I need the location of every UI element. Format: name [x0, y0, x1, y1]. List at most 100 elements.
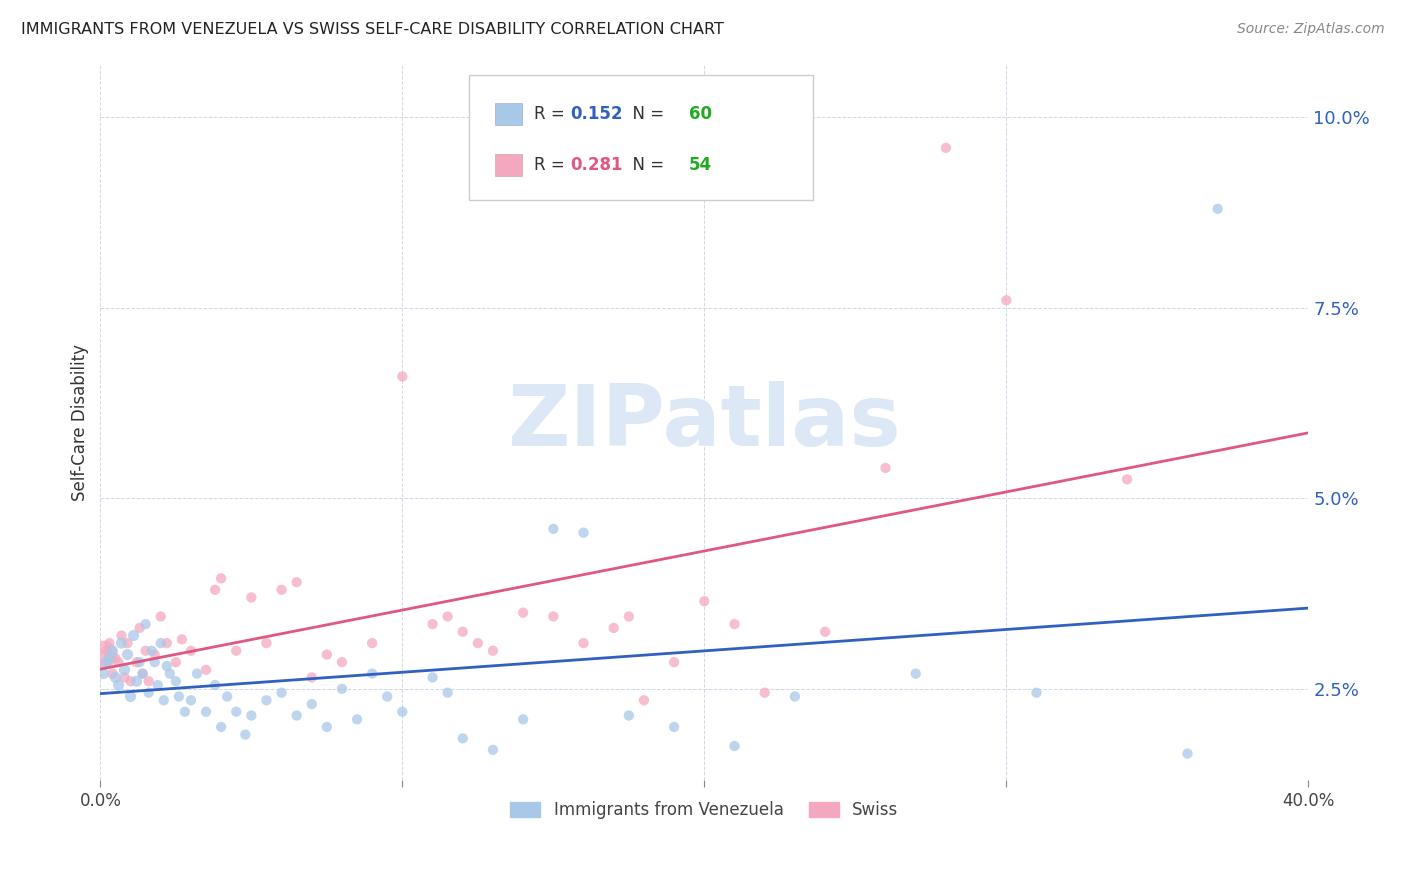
Text: 60: 60 [689, 105, 711, 123]
Point [633, 693, 655, 707]
Point [693, 594, 716, 608]
Point [165, 674, 187, 689]
Text: 54: 54 [689, 156, 711, 175]
Point [572, 636, 595, 650]
Point [96, 655, 118, 669]
Point [467, 636, 489, 650]
Point [543, 522, 565, 536]
Point [783, 690, 806, 704]
Text: R =: R = [534, 105, 569, 123]
Point [104, 670, 127, 684]
Point [170, 632, 193, 647]
Point [451, 624, 474, 639]
Point [391, 369, 413, 384]
Text: R =: R = [534, 156, 569, 175]
Point [723, 617, 745, 632]
Point [131, 666, 153, 681]
Point [167, 690, 190, 704]
Point [995, 293, 1018, 308]
Point [122, 628, 145, 642]
FancyBboxPatch shape [495, 154, 522, 177]
Point [422, 617, 444, 632]
Point [195, 663, 218, 677]
Point [180, 644, 202, 658]
Point [270, 582, 292, 597]
Point [572, 525, 595, 540]
Point [662, 655, 685, 669]
Point [617, 609, 640, 624]
Point [114, 663, 136, 677]
Point [138, 686, 160, 700]
Point [723, 739, 745, 753]
Text: 0.152: 0.152 [571, 105, 623, 123]
Point [156, 659, 179, 673]
Point [104, 651, 127, 665]
Point [270, 686, 292, 700]
Point [482, 644, 505, 658]
Point [512, 712, 534, 726]
Point [204, 582, 226, 597]
Point [285, 575, 308, 590]
Point [98, 651, 121, 665]
Point [101, 644, 124, 658]
Point [391, 705, 413, 719]
Point [93, 666, 115, 681]
Point [152, 693, 174, 707]
Point [180, 693, 202, 707]
Point [165, 655, 187, 669]
Point [149, 609, 172, 624]
Point [125, 674, 148, 689]
Point [662, 720, 685, 734]
Point [128, 655, 150, 669]
Point [330, 681, 353, 696]
Point [96, 644, 118, 658]
Point [330, 655, 353, 669]
Point [375, 690, 398, 704]
Point [146, 678, 169, 692]
Point [361, 666, 384, 681]
Point [135, 644, 157, 658]
Point [125, 655, 148, 669]
Point [114, 670, 136, 684]
Text: N =: N = [623, 156, 669, 175]
Point [93, 648, 115, 662]
Point [209, 720, 232, 734]
Point [143, 648, 166, 662]
Point [186, 666, 208, 681]
Point [301, 670, 323, 684]
Point [754, 686, 776, 700]
Text: 0.281: 0.281 [571, 156, 623, 175]
Point [135, 617, 157, 632]
Point [256, 636, 278, 650]
Point [1206, 202, 1229, 216]
Point [225, 705, 247, 719]
Point [107, 655, 129, 669]
Point [240, 591, 263, 605]
Point [143, 655, 166, 669]
Point [512, 606, 534, 620]
Point [482, 743, 505, 757]
Point [315, 648, 337, 662]
Point [101, 666, 124, 681]
FancyBboxPatch shape [495, 103, 522, 126]
Text: ZIPatlas: ZIPatlas [508, 381, 901, 464]
Point [128, 621, 150, 635]
Point [174, 705, 197, 719]
Text: N =: N = [623, 105, 669, 123]
Point [120, 690, 142, 704]
Point [617, 708, 640, 723]
Point [1116, 472, 1139, 486]
Text: IMMIGRANTS FROM VENEZUELA VS SWISS SELF-CARE DISABILITY CORRELATION CHART: IMMIGRANTS FROM VENEZUELA VS SWISS SELF-… [21, 22, 724, 37]
Point [451, 731, 474, 746]
FancyBboxPatch shape [468, 75, 813, 200]
Point [138, 674, 160, 689]
Point [240, 708, 263, 723]
Point [209, 571, 232, 585]
Point [436, 686, 458, 700]
Point [1025, 686, 1047, 700]
Point [603, 621, 626, 635]
Point [1177, 747, 1199, 761]
Point [285, 708, 308, 723]
Text: Source: ZipAtlas.com: Source: ZipAtlas.com [1237, 22, 1385, 37]
Point [361, 636, 384, 650]
